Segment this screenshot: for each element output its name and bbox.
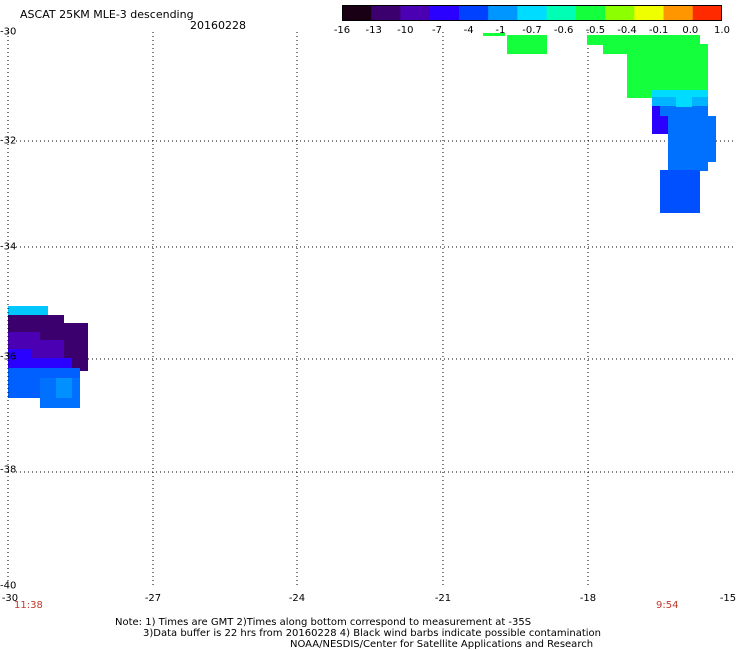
lon-label-15: -15 bbox=[719, 593, 737, 604]
data-cell bbox=[660, 170, 700, 213]
colorbar-label: -0.6 bbox=[553, 25, 574, 36]
colorbar-segment bbox=[488, 5, 518, 21]
colorbar-segment bbox=[400, 5, 431, 21]
colorbar-segment bbox=[663, 5, 694, 21]
lat-label-32: -32 bbox=[0, 135, 17, 147]
lat-label-40: -40 bbox=[0, 580, 17, 592]
data-cell bbox=[660, 106, 668, 116]
colorbar-label: -1 bbox=[495, 25, 506, 36]
lon-label-27: -27 bbox=[144, 593, 162, 604]
colorbar-segment bbox=[692, 5, 722, 21]
colorbar-segment bbox=[429, 5, 460, 21]
data-cell bbox=[587, 35, 700, 45]
data-cell bbox=[676, 97, 692, 107]
colorbar-label: -0.1 bbox=[648, 25, 669, 36]
colorbar-border bbox=[342, 5, 722, 21]
map-title: ASCAT 25KM MLE-3 descending bbox=[20, 8, 194, 21]
colorbar-segment bbox=[575, 5, 606, 21]
colorbar-segment bbox=[634, 5, 665, 21]
lat-label-30: -30 bbox=[0, 26, 17, 38]
swath-southwest bbox=[8, 306, 88, 408]
lat-label-34: -34 bbox=[0, 241, 17, 253]
data-cell bbox=[8, 349, 32, 369]
colorbar-label: -0.5 bbox=[585, 25, 606, 36]
colorbar-label: 0.0 bbox=[682, 25, 699, 36]
map-date: 20160228 bbox=[190, 19, 246, 32]
colorbar-segment bbox=[371, 5, 401, 21]
lat-label-36: -36 bbox=[0, 351, 17, 363]
data-cell bbox=[32, 358, 72, 370]
colorbar-label: -0.7 bbox=[522, 25, 542, 36]
time-right: 9:54 bbox=[656, 600, 679, 611]
colorbar bbox=[342, 5, 722, 21]
time-left: 11:38 bbox=[14, 600, 43, 611]
lon-label-30: -30 bbox=[1, 593, 19, 604]
note-line-2: 3)Data buffer is 22 hrs from 20160228 4)… bbox=[143, 628, 601, 639]
colorbar-segment bbox=[458, 5, 489, 21]
colorbar-segment bbox=[546, 5, 577, 21]
data-cell bbox=[483, 33, 505, 36]
colorbar-label: -13 bbox=[365, 25, 382, 36]
note-line-1: Note: 1) Times are GMT 2)Times along bot… bbox=[115, 617, 532, 628]
lon-label-18: -18 bbox=[579, 593, 597, 604]
swath-northeast bbox=[483, 33, 716, 213]
colorbar-label: -16 bbox=[333, 25, 351, 36]
colorbar-segment bbox=[517, 5, 548, 21]
colorbar-segment bbox=[342, 5, 372, 21]
colorbar-label: -0.4 bbox=[617, 25, 637, 36]
grid-lines bbox=[8, 32, 735, 588]
colorbar-segment bbox=[605, 5, 635, 21]
data-cell bbox=[24, 340, 64, 360]
data-cell bbox=[668, 106, 708, 116]
colorbar-label: 1.0 bbox=[714, 25, 730, 36]
lon-label-21: -21 bbox=[434, 593, 452, 604]
data-cell bbox=[507, 35, 547, 54]
colorbar-label: -7 bbox=[432, 25, 442, 36]
data-cell bbox=[603, 44, 708, 54]
data-cell bbox=[8, 306, 48, 316]
lat-label-38: -38 bbox=[0, 464, 17, 476]
colorbar-label: -10 bbox=[397, 25, 414, 36]
colorbar-label: -4 bbox=[463, 25, 474, 36]
data-cell bbox=[700, 116, 716, 162]
data-cell bbox=[652, 90, 708, 98]
data-cell bbox=[56, 378, 72, 398]
note-line-3: NOAA/NESDIS/Center for Satellite Applica… bbox=[290, 639, 594, 650]
lon-label-24: -24 bbox=[288, 593, 306, 604]
